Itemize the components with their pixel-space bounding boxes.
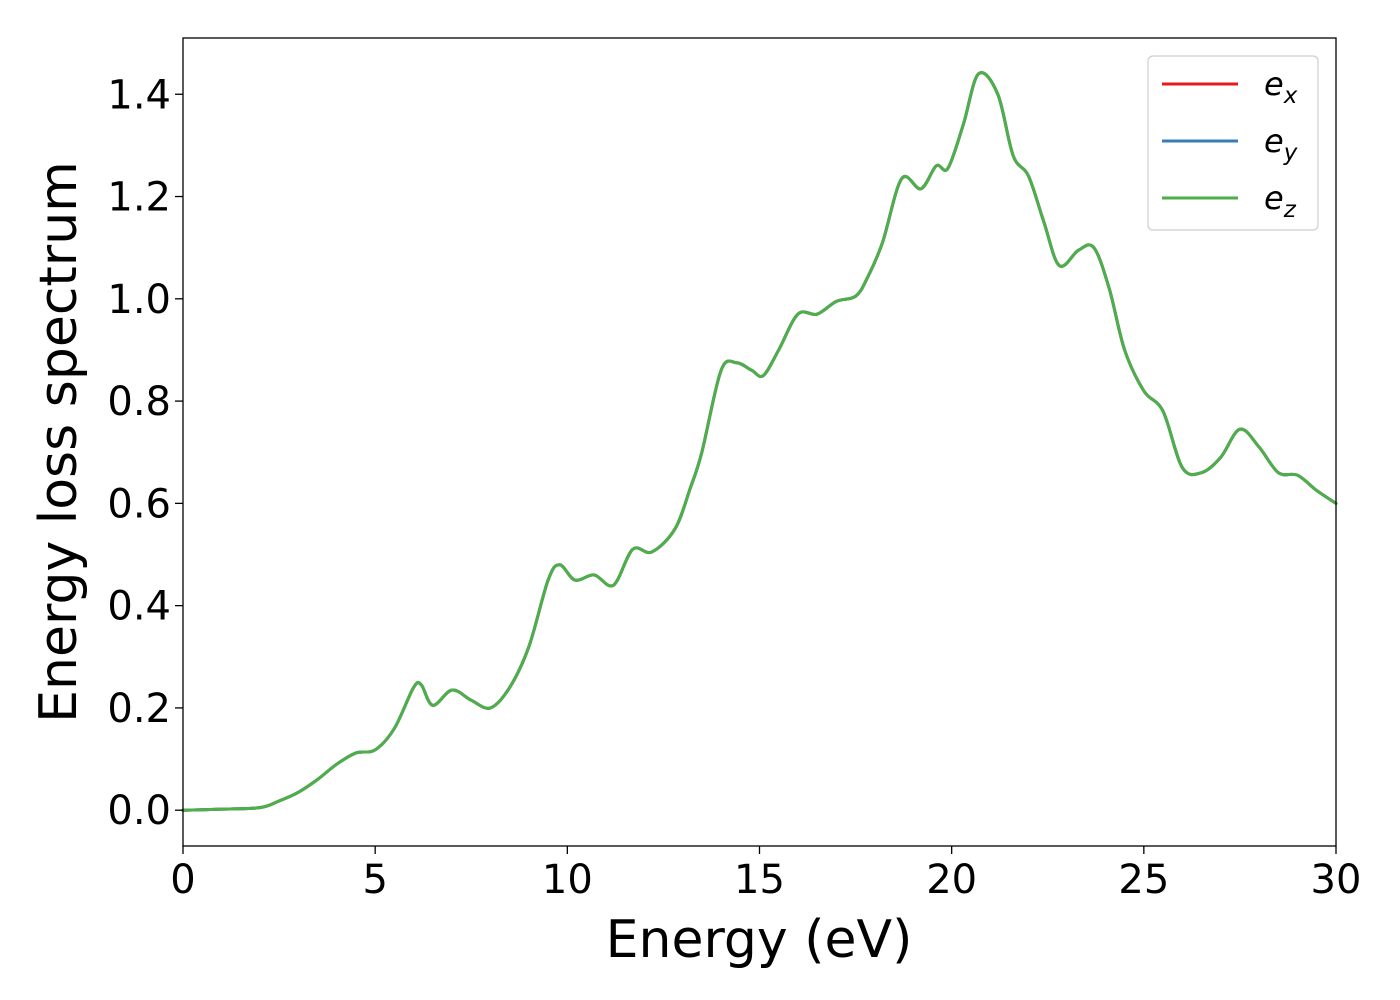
x-tick-label: 0 (170, 857, 195, 903)
y-axis-label: Energy loss spectrum (29, 161, 89, 723)
legend: ex ey ez (1147, 55, 1319, 231)
x-tick-label: 15 (734, 857, 785, 903)
x-tick-label: 20 (926, 857, 977, 903)
y-tick-label: 0.8 (107, 379, 171, 425)
x-axis: 0 5 10 15 20 25 30 (170, 846, 1361, 903)
y-tick-label: 0.6 (107, 481, 171, 527)
legend-label-e_z: ez (1264, 179, 1297, 223)
legend-label-e_x: ex (1264, 65, 1298, 109)
y-tick-label: 1.4 (107, 72, 171, 118)
series-line-e_z (181, 71, 1338, 812)
legend-label-e_y: ey (1264, 122, 1298, 166)
series-layer (181, 71, 1338, 812)
y-tick-label: 1.0 (107, 277, 171, 323)
y-tick-label: 1.2 (107, 175, 171, 221)
y-axis: 0.0 0.2 0.4 0.6 0.8 1.0 1.2 1.4 (107, 72, 183, 834)
x-axis-label: Energy (eV) (606, 910, 913, 970)
y-tick-label: 0.4 (107, 584, 171, 630)
plot-area (183, 38, 1336, 846)
x-tick-label: 5 (362, 857, 387, 903)
y-tick-label: 0.0 (107, 788, 171, 834)
x-tick-label: 25 (1118, 857, 1169, 903)
y-tick-label: 0.2 (107, 686, 171, 732)
legend-box (1147, 55, 1319, 231)
x-tick-label: 10 (542, 857, 593, 903)
x-tick-label: 30 (1311, 857, 1362, 903)
